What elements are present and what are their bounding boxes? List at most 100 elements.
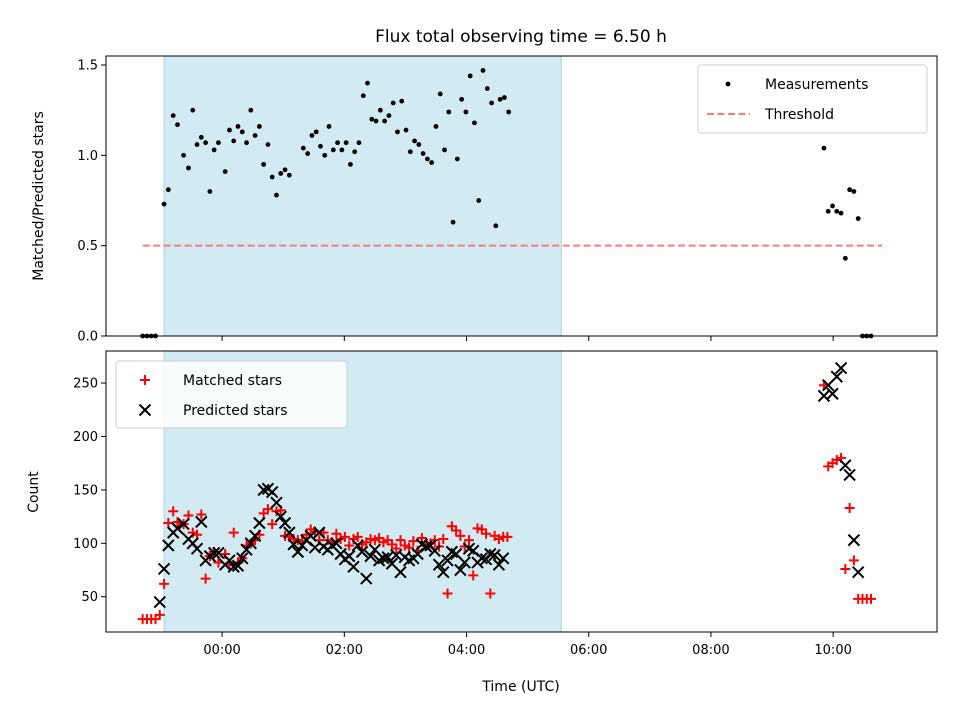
- predicted-star-point: [347, 560, 360, 574]
- measurement-point: [501, 95, 507, 100]
- measurement-points: [140, 68, 874, 339]
- measurement-point: [216, 140, 221, 146]
- predicted-star-point: [157, 562, 171, 576]
- x-tick-label: 00:00: [203, 643, 240, 658]
- measurement-point: [459, 96, 465, 102]
- predicted-star-point: [834, 361, 848, 375]
- measurement-point: [377, 107, 383, 113]
- matched-star-point: [408, 536, 419, 547]
- measurement-point: [365, 80, 370, 86]
- matched-star-point: [228, 527, 239, 538]
- measurement-point: [472, 120, 477, 126]
- measurement-point: [420, 151, 426, 156]
- top-legend: Measurements Threshold: [697, 64, 928, 134]
- measurement-point: [186, 165, 191, 171]
- bottom-y-ticks: 50 100 150 200 250: [73, 377, 106, 605]
- matched-star-point: [455, 530, 466, 541]
- predicted-star-point: [441, 554, 454, 567]
- matched-star-point: [502, 531, 513, 542]
- predicted-star-point: [212, 546, 225, 560]
- predicted-star-point: [492, 558, 506, 571]
- measurement-point: [446, 109, 452, 115]
- measurement-point: [335, 140, 340, 146]
- legend-predicted-label: Predicted stars: [183, 403, 288, 419]
- predicted-star-point: [265, 485, 279, 499]
- measurement-point: [248, 107, 254, 113]
- matched-star-point: [163, 518, 174, 529]
- y-tick-label: 0.5: [77, 239, 98, 254]
- x-tick-label: 10:00: [814, 643, 851, 658]
- measurement-point: [425, 156, 430, 162]
- legend-frame: [697, 64, 928, 134]
- measurement-point: [851, 189, 857, 194]
- predicted-star-point: [351, 539, 364, 552]
- measurement-point: [343, 140, 349, 146]
- matched-star-point: [395, 535, 406, 546]
- measurement-point: [265, 142, 271, 147]
- measurement-point: [198, 134, 204, 140]
- measurement-point: [305, 151, 311, 156]
- predicted-star-point: [270, 496, 283, 509]
- chart-title: Flux total observing time = 6.50 h: [375, 27, 667, 47]
- measurement-point: [842, 255, 848, 261]
- y-tick-label: 250: [73, 377, 98, 392]
- top-y-axis-label: Matched/Predicted stars: [31, 111, 47, 281]
- measurement-point: [360, 93, 366, 99]
- measurement-point: [454, 156, 460, 162]
- predicted-star-point: [484, 547, 497, 561]
- predicted-star-point: [419, 540, 433, 553]
- x-tick-label: 02:00: [326, 643, 363, 658]
- predicted-star-point: [248, 529, 262, 543]
- predicted-star-point: [847, 533, 861, 547]
- measurement-point: [165, 187, 171, 193]
- measurement-point: [373, 118, 379, 124]
- bottom-x-ticks: 00:00 02:00 04:00 06:00 08:00 10:00: [203, 632, 852, 658]
- matched-star-point: [485, 588, 496, 599]
- measurement-point: [489, 100, 494, 106]
- measurement-point: [412, 138, 417, 144]
- top-x-ticks: [221, 336, 834, 341]
- matched-star-point: [848, 555, 859, 566]
- measurement-point: [493, 223, 499, 229]
- measurement-point: [834, 208, 840, 214]
- matched-star-point: [344, 540, 355, 551]
- predicted-star-point: [177, 517, 190, 531]
- measurement-point: [825, 208, 831, 214]
- matched-star-point: [404, 542, 415, 553]
- measurement-point: [838, 210, 844, 216]
- measurement-point: [433, 124, 439, 129]
- matched-star-point: [159, 578, 170, 589]
- measurement-point: [181, 152, 187, 158]
- predicted-star-point: [843, 468, 856, 482]
- measurement-point: [830, 203, 835, 209]
- measurement-point: [252, 133, 258, 138]
- predicted-star-point: [428, 544, 441, 558]
- matched-star-point: [200, 573, 211, 584]
- matched-star-point: [481, 528, 492, 539]
- matched-star-point: [196, 509, 207, 520]
- matched-star-point: [262, 504, 273, 515]
- measurement-point: [211, 147, 217, 153]
- measurement-point: [395, 129, 400, 135]
- legend-matched-marker: [140, 375, 150, 385]
- measurement-point: [300, 145, 306, 151]
- predicted-star-point: [432, 558, 446, 571]
- measurement-point: [278, 171, 284, 176]
- measurement-point: [261, 161, 267, 167]
- measurement-point: [821, 145, 827, 151]
- measurement-point: [463, 109, 469, 115]
- predicted-star-point: [304, 529, 317, 543]
- predicted-star-point: [330, 537, 343, 550]
- y-tick-label: 1.5: [77, 59, 98, 74]
- x-tick-label: 08:00: [692, 643, 729, 658]
- bottom-panel: 50 100 150 200 250 00:00 02:00 04:00 06:00 08:00…: [26, 350, 938, 695]
- measurement-point: [313, 129, 319, 135]
- measurement-point: [416, 142, 422, 147]
- measurement-point: [309, 133, 315, 138]
- matched-star-point: [267, 519, 278, 530]
- measurement-point: [322, 152, 328, 158]
- measurement-point: [207, 189, 213, 194]
- predicted-star-point: [274, 510, 287, 523]
- x-axis-label: Time (UTC): [481, 679, 559, 695]
- measurement-point: [442, 147, 447, 153]
